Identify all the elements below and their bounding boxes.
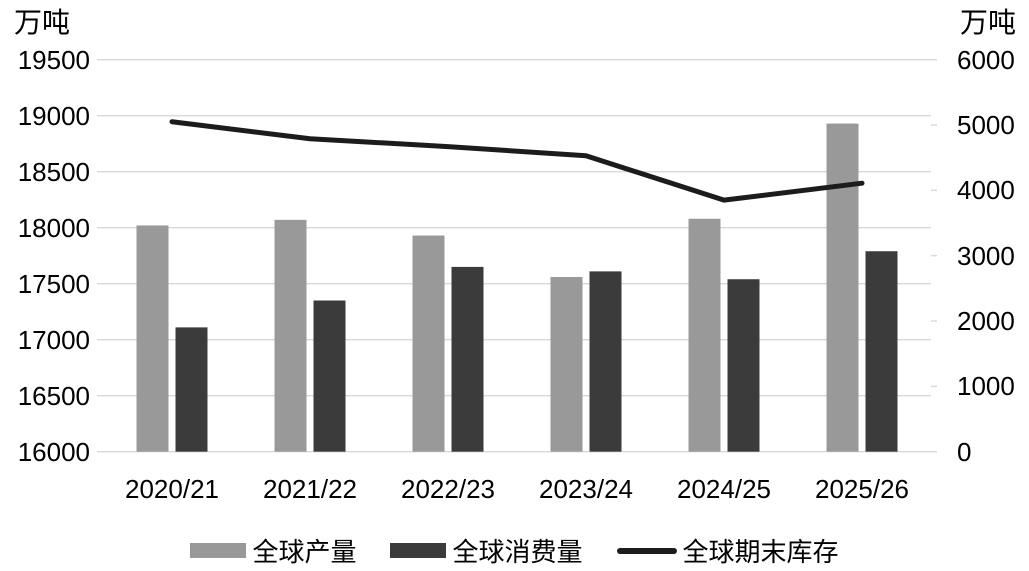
right-axis-tick-label: 2000 — [957, 306, 1015, 337]
x-axis-label-2023/24: 2023/24 — [539, 474, 633, 504]
line-ending-stocks — [169, 119, 865, 203]
legend-label-production: 全球产量 — [252, 537, 357, 567]
bar-consumption-2020/21 — [175, 327, 208, 452]
bar-production-2022/23 — [412, 235, 445, 452]
consumption-bar-swatch-icon — [390, 543, 447, 558]
x-axis-label-2024/25: 2024/25 — [677, 474, 771, 504]
production-bar-swatch-icon — [190, 543, 247, 558]
right-axis-tick-label: 0 — [957, 436, 972, 467]
bar-production-2025/26 — [826, 123, 859, 452]
left-axis-tick-label: 17500 — [17, 268, 90, 299]
left-axis-tick-label: 17000 — [17, 324, 90, 355]
right-axis-tick-label: 6000 — [957, 44, 1015, 75]
bar-production-2023/24 — [550, 276, 583, 452]
bar-production-2020/21 — [136, 225, 169, 452]
legend-label-ending-stocks: 全球期末库存 — [682, 537, 839, 567]
x-axis-label-2025/26: 2025/26 — [815, 474, 909, 504]
bar-production-2024/25 — [688, 218, 721, 452]
left-axis-unit-label: 万吨 — [14, 7, 71, 38]
legend-label-consumption: 全球消费量 — [452, 537, 583, 567]
plot-area — [97, 59, 937, 453]
left-axis-tick-label: 19500 — [17, 44, 90, 75]
x-axis-label-2020/21: 2020/21 — [125, 474, 219, 504]
right-axis-tick-label: 3000 — [957, 240, 1015, 271]
left-axis-tick-label: 18000 — [17, 212, 90, 243]
bar-consumption-2021/22 — [313, 300, 346, 452]
legend-item-consumption: 全球消费量 — [390, 532, 583, 569]
right-axis-tick-label: 5000 — [957, 110, 1015, 141]
left-axis-tick-label: 16000 — [17, 436, 90, 467]
legend-item-production: 全球产量 — [190, 532, 356, 569]
left-axis-tick-label: 16500 — [17, 380, 90, 411]
right-axis-unit-label: 万吨 — [960, 7, 1017, 38]
bar-consumption-2024/25 — [727, 279, 760, 452]
bar-production-2021/22 — [274, 219, 307, 452]
legend-item-ending-stocks: 全球期末库存 — [616, 532, 839, 569]
left-axis-tick-label: 18500 — [17, 156, 90, 187]
bar-consumption-2023/24 — [589, 271, 622, 452]
right-axis-tick-label: 1000 — [957, 371, 1015, 402]
ending-stocks-line-swatch-icon — [616, 547, 677, 554]
right-axis-tick-label: 4000 — [957, 175, 1015, 206]
x-axis-label-2022/23: 2022/23 — [401, 474, 495, 504]
legend: 全球产量 全球消费量 全球期末库存 — [0, 532, 1029, 569]
bar-consumption-2022/23 — [451, 266, 484, 452]
x-axis-label-2021/22: 2021/22 — [263, 474, 357, 504]
left-axis-tick-label: 19000 — [17, 100, 90, 131]
bar-consumption-2025/26 — [865, 251, 898, 452]
